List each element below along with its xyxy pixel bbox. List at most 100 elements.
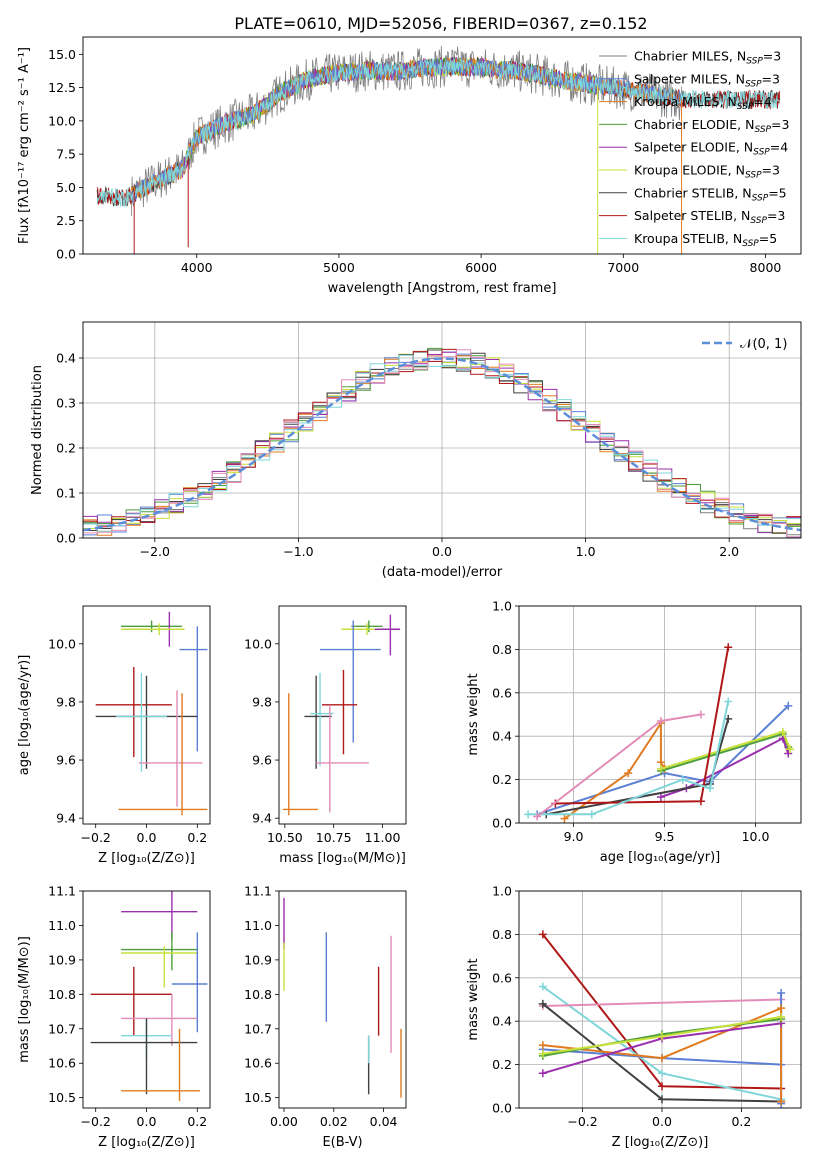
x-tick-label: 0.0 — [432, 544, 452, 559]
x-tick-label: 0.2 — [731, 1114, 751, 1129]
legend-label: Chabrier MILES, NSSP=3 — [634, 49, 781, 67]
y-tick-label: 9.8 — [56, 694, 76, 709]
y-tick-label: 9.6 — [252, 753, 272, 768]
y-tick-label: 9.4 — [252, 811, 272, 826]
y-tick-label: 0.0 — [492, 816, 512, 831]
legend-label: Kroupa ELODIE, NSSP=3 — [634, 163, 780, 181]
x-tick-label: 0.0 — [137, 1114, 157, 1129]
series-line — [660, 732, 790, 772]
legend-suffix: =3 — [771, 117, 789, 132]
panel-residual-histogram: −2.0 −1.0 0.0 1.0 2.0 0.0 0.1 0.2 0.3 0.4 (data-mo… — [30, 321, 802, 580]
y-tick-label: 10.7 — [48, 1021, 76, 1036]
legend-label: 𝒩(0, 1) — [740, 337, 787, 352]
series-marker — [777, 988, 786, 997]
x-tick-label: 9.5 — [655, 829, 675, 844]
y-tick-label: 10.9 — [48, 952, 76, 967]
y-axis-label: age [log₁₀(age/yr)] — [17, 655, 32, 776]
series-marker — [784, 749, 793, 758]
errorbars — [282, 614, 401, 816]
y-tick-label: 7.5 — [56, 147, 76, 162]
x-tick-label: 0.02 — [320, 1114, 348, 1129]
series-marker — [657, 1082, 666, 1091]
legend-suffix: =3 — [763, 49, 781, 64]
series-marker — [538, 999, 547, 1008]
legend-subscript: SSP — [750, 216, 767, 226]
x-tick-label: 8000 — [750, 260, 782, 275]
y-tick-label: 10.6 — [48, 1056, 76, 1071]
panel-age-vs-Z: −0.2 0.0 0.2 9.4 9.6 9.8 10.0 Z [log₁₀(Z/Z⊙)] ag… — [17, 605, 211, 866]
series-marker — [656, 764, 665, 773]
y-tick-label: 1.0 — [492, 599, 512, 614]
y-tick-label: 0.8 — [492, 642, 512, 657]
x-axis-label: mass [log₁₀(M/M⊙)] — [279, 851, 406, 866]
legend-subscript: SSP — [754, 125, 771, 135]
y-tick-label: 15.0 — [48, 47, 76, 62]
x-tick-label: −0.2 — [567, 1114, 597, 1129]
series-marker — [657, 1069, 666, 1078]
legend-suffix: =3 — [762, 163, 780, 178]
figure-title: PLATE=0610, MJD=52056, FIBERID=0367, z=0… — [234, 14, 647, 33]
series-marker — [533, 812, 542, 821]
x-tick-label: 7000 — [607, 260, 639, 275]
panel-spectrum: 4000 5000 6000 7000 8000 0.0 2.5 5.0 7.5 10.0 12.5… — [17, 36, 802, 296]
legend-subscript: SSP — [745, 171, 762, 181]
y-tick-label: 10.9 — [244, 952, 272, 967]
y-tick-label: 0.3 — [56, 396, 76, 411]
x-tick-label: 5000 — [323, 260, 355, 275]
y-tick-label: 0.6 — [492, 970, 512, 985]
y-tick-label: 9.8 — [252, 694, 272, 709]
series-marker — [560, 814, 569, 823]
x-tick-label: 0.00 — [270, 1114, 298, 1129]
y-tick-label: 0.1 — [56, 486, 76, 501]
series-marker — [778, 727, 787, 736]
series-marker — [777, 1012, 786, 1021]
y-tick-label: 10.8 — [48, 987, 76, 1002]
y-tick-label: 5.0 — [56, 180, 76, 195]
legend-subscript: SSP — [752, 193, 769, 203]
x-tick-label: 10.50 — [267, 830, 303, 845]
axes-frame — [82, 321, 802, 539]
y-tick-label: 11.1 — [244, 884, 272, 899]
y-tick-label: 0.4 — [56, 351, 76, 366]
y-tick-label: 10.6 — [244, 1056, 272, 1071]
x-axis-label: Z [log₁₀(Z/Z⊙)] — [98, 1135, 195, 1150]
y-axis-label: mass weight — [466, 673, 481, 755]
y-tick-label: 9.6 — [56, 753, 76, 768]
y-tick-label: 10.5 — [244, 1090, 272, 1105]
x-tick-label: 1.0 — [576, 544, 596, 559]
y-tick-label: 0.2 — [56, 441, 76, 456]
x-tick-label: 10.75 — [316, 830, 352, 845]
y-tick-label: 2.5 — [56, 213, 76, 228]
series-marker — [524, 810, 533, 819]
series-line — [536, 705, 789, 816]
x-tick-label: 0.2 — [187, 1114, 207, 1129]
series-line — [660, 736, 790, 798]
errorbars — [283, 897, 402, 1098]
legend: Chabrier MILES, NSSP=3 Salpeter MILES, NS… — [599, 49, 789, 249]
x-tick-label: −2.0 — [140, 544, 170, 559]
legend-subscript: SSP — [737, 102, 754, 112]
x-tick-label: 0.04 — [370, 1114, 398, 1129]
y-tick-label: 0.4 — [492, 729, 512, 744]
y-tick-label: 10.8 — [244, 987, 272, 1002]
x-tick-label: 6000 — [465, 260, 497, 275]
series-line — [563, 719, 666, 820]
panel-mass-weight-vs-age: 9.0 9.5 10.0 0.0 0.2 0.4 0.6 0.8 1.0 age [log₁₀(a… — [466, 599, 802, 865]
y-axis-label: Normed distribution — [30, 365, 45, 495]
y-tick-label: 10.5 — [48, 1090, 76, 1105]
series-lines — [538, 930, 786, 1108]
y-axis-label: Flux [fλ10⁻¹⁷ erg cm⁻² s⁻¹ A⁻¹] — [17, 47, 32, 244]
errorbars — [95, 611, 208, 816]
x-axis-label: E(B-V) — [322, 1135, 362, 1150]
y-tick-label: 0.0 — [492, 1101, 512, 1116]
y-tick-label: 10.0 — [48, 113, 76, 128]
legend-subscript: SSP — [746, 57, 763, 67]
series-marker — [724, 643, 733, 652]
series-marker — [657, 1054, 666, 1063]
legend-label: Chabrier ELODIE, NSSP=3 — [634, 117, 789, 135]
series-marker — [777, 1097, 786, 1106]
series-marker — [657, 1032, 666, 1041]
legend-label: Salpeter MILES, NSSP=3 — [634, 71, 780, 89]
y-tick-label: 0.2 — [492, 1057, 512, 1072]
series-marker — [656, 717, 665, 726]
